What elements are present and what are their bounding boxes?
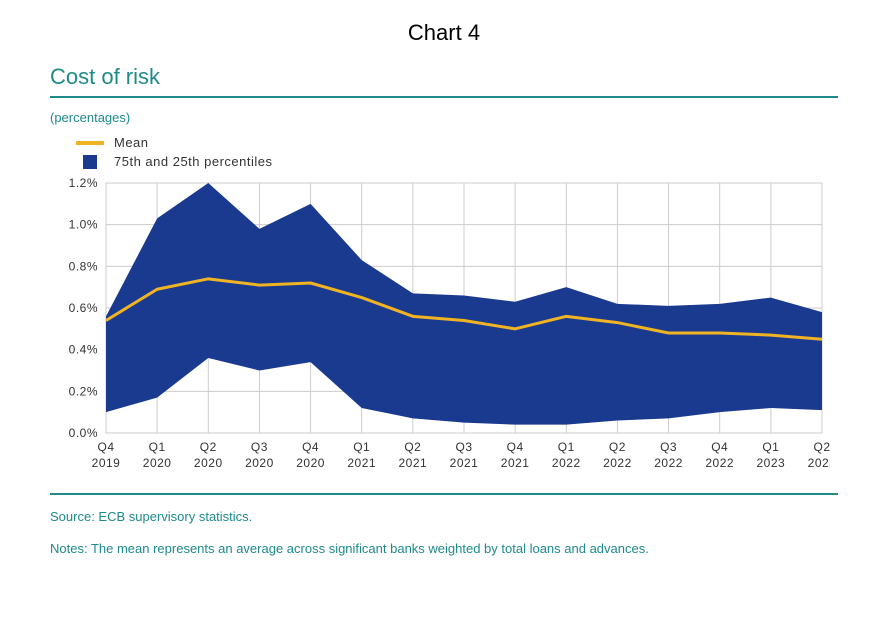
svg-text:Q2: Q2 [404,440,421,454]
svg-text:2022: 2022 [705,456,734,470]
svg-text:2020: 2020 [143,456,172,470]
svg-text:Q1: Q1 [149,440,166,454]
svg-text:1.2%: 1.2% [69,176,98,190]
svg-text:Q2: Q2 [200,440,217,454]
legend-mean: Mean [76,135,838,150]
svg-text:0.8%: 0.8% [69,259,98,273]
svg-text:2021: 2021 [450,456,479,470]
svg-text:2020: 2020 [194,456,223,470]
svg-text:2021: 2021 [347,456,376,470]
svg-text:0.2%: 0.2% [69,384,98,398]
legend: Mean 75th and 25th percentiles [76,135,838,169]
svg-text:Q4: Q4 [302,440,319,454]
svg-text:2021: 2021 [399,456,428,470]
chart-number: Chart 4 [50,20,838,46]
svg-text:Q3: Q3 [455,440,472,454]
svg-text:2021: 2021 [501,456,530,470]
chart-title: Cost of risk [50,64,838,90]
svg-text:Q4: Q4 [711,440,728,454]
svg-text:Q2: Q2 [813,440,830,454]
svg-text:2023: 2023 [808,456,830,470]
chart-svg: 0.0% 0.2% 0.4% 0.6% 0.8% 1.0% 1.2% Q4 2019 Q1 2020… [50,173,830,493]
svg-text:Q3: Q3 [660,440,677,454]
chart-subtitle: (percentages) [50,110,838,125]
svg-text:Q2: Q2 [609,440,626,454]
svg-text:2020: 2020 [245,456,274,470]
svg-text:Q4: Q4 [507,440,524,454]
svg-text:2019: 2019 [92,456,121,470]
title-rule [50,96,838,98]
svg-text:2022: 2022 [552,456,581,470]
svg-text:0.4%: 0.4% [69,343,98,357]
svg-text:Q1: Q1 [558,440,575,454]
svg-text:2020: 2020 [296,456,325,470]
footer-rule [50,493,838,495]
svg-text:2022: 2022 [603,456,632,470]
svg-text:Q4: Q4 [97,440,114,454]
footer-notes: Notes: The mean represents an average ac… [50,539,838,559]
band-swatch-icon [83,155,97,169]
mean-swatch-icon [76,141,104,145]
svg-text:0.6%: 0.6% [69,301,98,315]
legend-mean-label: Mean [114,135,149,150]
legend-band: 75th and 25th percentiles [76,154,838,169]
svg-text:Q1: Q1 [762,440,779,454]
svg-text:2023: 2023 [757,456,786,470]
svg-text:Q3: Q3 [251,440,268,454]
svg-text:Q1: Q1 [353,440,370,454]
svg-text:0.0%: 0.0% [69,426,98,440]
chart-plot: 0.0% 0.2% 0.4% 0.6% 0.8% 1.0% 1.2% Q4 2019 Q1 2020… [50,173,830,493]
svg-text:2022: 2022 [654,456,683,470]
legend-band-label: 75th and 25th percentiles [114,154,273,169]
svg-text:1.0%: 1.0% [69,218,98,232]
footer-source: Source: ECB supervisory statistics. [50,507,838,527]
